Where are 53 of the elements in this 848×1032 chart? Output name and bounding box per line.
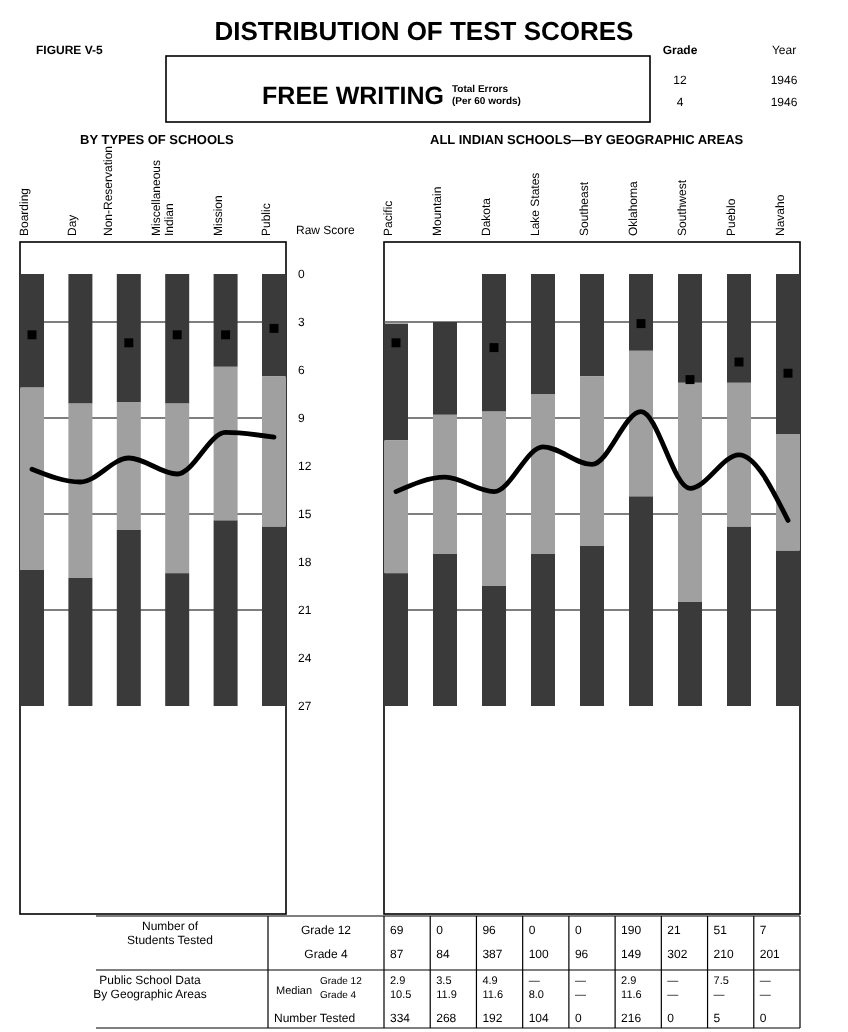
point bbox=[391, 338, 401, 348]
bar bbox=[68, 403, 93, 578]
bar bbox=[20, 387, 44, 570]
bar bbox=[213, 520, 238, 706]
bar bbox=[678, 382, 702, 602]
bar bbox=[727, 382, 751, 527]
bar bbox=[165, 274, 190, 404]
point bbox=[636, 319, 646, 329]
bar bbox=[776, 434, 800, 551]
bar bbox=[629, 350, 653, 497]
bar bbox=[116, 530, 141, 706]
bar bbox=[580, 376, 604, 546]
line-series bbox=[29, 430, 277, 485]
bar bbox=[116, 274, 141, 402]
bar bbox=[262, 274, 286, 377]
bar bbox=[165, 573, 190, 706]
bar bbox=[262, 376, 286, 527]
bar bbox=[678, 602, 702, 706]
bar bbox=[776, 550, 800, 706]
point bbox=[489, 343, 499, 353]
bar bbox=[727, 274, 751, 383]
bar bbox=[776, 274, 800, 434]
text: FREE WRITING bbox=[262, 82, 444, 110]
text: DISTRIBUTION OF TEST SCORES bbox=[214, 16, 635, 46]
bar bbox=[433, 322, 457, 415]
bar bbox=[433, 414, 457, 554]
bar bbox=[531, 554, 555, 706]
bar bbox=[213, 366, 238, 521]
bar bbox=[68, 274, 93, 404]
bar bbox=[165, 403, 190, 574]
bar bbox=[262, 526, 286, 706]
bar bbox=[213, 274, 238, 367]
bar bbox=[384, 573, 408, 706]
point bbox=[783, 368, 793, 378]
bar bbox=[384, 440, 408, 574]
bar bbox=[20, 570, 44, 706]
bar bbox=[629, 274, 653, 351]
bar bbox=[727, 526, 751, 706]
bar bbox=[482, 586, 506, 706]
bar bbox=[678, 274, 702, 383]
bar bbox=[580, 546, 604, 706]
bar bbox=[68, 578, 93, 706]
bar bbox=[629, 496, 653, 706]
bar bbox=[531, 274, 555, 394]
bar bbox=[20, 274, 44, 388]
bar bbox=[433, 554, 457, 706]
bar bbox=[482, 411, 506, 586]
point bbox=[685, 375, 695, 385]
bar bbox=[482, 274, 506, 412]
bar bbox=[531, 394, 555, 554]
bar bbox=[384, 323, 408, 441]
bar bbox=[580, 274, 604, 377]
bar bbox=[116, 402, 141, 530]
